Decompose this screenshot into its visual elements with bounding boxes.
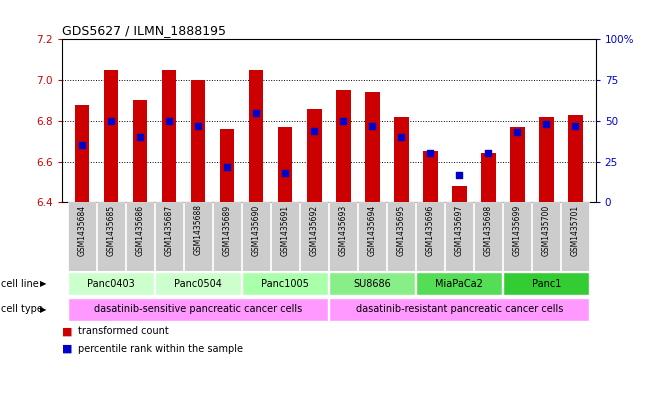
Point xyxy=(164,118,174,124)
Point xyxy=(512,129,523,136)
Bar xyxy=(336,90,350,202)
Point xyxy=(309,127,320,134)
Text: GSM1435689: GSM1435689 xyxy=(223,204,232,255)
Text: GSM1435694: GSM1435694 xyxy=(368,204,377,256)
Bar xyxy=(503,202,531,271)
Bar xyxy=(191,80,206,202)
Bar xyxy=(300,202,328,271)
Bar xyxy=(452,186,467,202)
Text: transformed count: transformed count xyxy=(78,326,169,336)
Text: dasatinib-resistant pancreatic cancer cells: dasatinib-resistant pancreatic cancer ce… xyxy=(355,305,563,314)
Bar xyxy=(329,202,357,271)
Bar xyxy=(68,272,154,296)
Point xyxy=(367,123,378,129)
Point xyxy=(338,118,348,124)
Bar xyxy=(475,202,503,271)
Text: GSM1435692: GSM1435692 xyxy=(310,204,319,255)
Bar xyxy=(394,117,409,202)
Bar xyxy=(162,70,176,202)
Bar xyxy=(539,117,553,202)
Text: cell line: cell line xyxy=(1,279,38,289)
Bar xyxy=(365,92,380,202)
Text: GSM1435685: GSM1435685 xyxy=(107,204,116,255)
Bar xyxy=(561,202,589,271)
Bar xyxy=(568,115,583,202)
Text: percentile rank within the sample: percentile rank within the sample xyxy=(78,344,243,354)
Point xyxy=(483,150,493,156)
Point xyxy=(396,134,406,140)
Bar xyxy=(503,272,589,296)
Point xyxy=(251,110,262,116)
Text: GSM1435695: GSM1435695 xyxy=(397,204,406,256)
Text: GSM1435691: GSM1435691 xyxy=(281,204,290,255)
Bar xyxy=(68,298,328,321)
Text: ▶: ▶ xyxy=(40,305,47,314)
Text: GSM1435696: GSM1435696 xyxy=(426,204,435,256)
Bar xyxy=(184,202,212,271)
Point xyxy=(425,150,436,156)
Bar xyxy=(481,154,495,202)
Text: GSM1435688: GSM1435688 xyxy=(194,204,202,255)
Bar xyxy=(329,298,589,321)
Text: GSM1435697: GSM1435697 xyxy=(455,204,464,256)
Point xyxy=(106,118,117,124)
Text: GSM1435684: GSM1435684 xyxy=(77,204,87,255)
Text: GSM1435698: GSM1435698 xyxy=(484,204,493,255)
Bar xyxy=(423,151,437,202)
Text: GSM1435686: GSM1435686 xyxy=(135,204,145,255)
Bar xyxy=(510,127,525,202)
Bar xyxy=(126,202,154,271)
Bar xyxy=(387,202,415,271)
Bar xyxy=(533,202,561,271)
Bar xyxy=(249,70,264,202)
Bar xyxy=(214,202,241,271)
Bar xyxy=(97,202,125,271)
Text: GSM1435693: GSM1435693 xyxy=(339,204,348,256)
Text: GSM1435700: GSM1435700 xyxy=(542,204,551,256)
Text: ▶: ▶ xyxy=(40,279,47,288)
Bar xyxy=(133,101,147,202)
Point xyxy=(77,142,87,149)
Text: GSM1435690: GSM1435690 xyxy=(252,204,260,256)
Bar xyxy=(417,272,503,296)
Text: MiaPaCa2: MiaPaCa2 xyxy=(436,279,483,289)
Bar xyxy=(329,272,415,296)
Point xyxy=(454,171,465,178)
Text: GSM1435701: GSM1435701 xyxy=(571,204,580,255)
Text: GDS5627 / ILMN_1888195: GDS5627 / ILMN_1888195 xyxy=(62,24,226,37)
Bar xyxy=(242,202,270,271)
Text: ■: ■ xyxy=(62,344,76,354)
Bar xyxy=(242,272,328,296)
Text: ■: ■ xyxy=(62,326,76,336)
Point xyxy=(193,123,203,129)
Bar xyxy=(104,70,118,202)
Bar xyxy=(445,202,473,271)
Point xyxy=(135,134,145,140)
Bar xyxy=(68,202,96,271)
Text: Panc0504: Panc0504 xyxy=(174,279,222,289)
Text: dasatinib-sensitive pancreatic cancer cells: dasatinib-sensitive pancreatic cancer ce… xyxy=(94,305,302,314)
Bar xyxy=(156,202,183,271)
Bar xyxy=(220,129,234,202)
Text: GSM1435699: GSM1435699 xyxy=(513,204,522,256)
Bar xyxy=(358,202,386,271)
Point xyxy=(570,123,581,129)
Text: Panc1: Panc1 xyxy=(532,279,561,289)
Bar xyxy=(271,202,299,271)
Text: SU8686: SU8686 xyxy=(353,279,391,289)
Text: GSM1435687: GSM1435687 xyxy=(165,204,174,255)
Bar xyxy=(75,105,89,202)
Bar xyxy=(417,202,444,271)
Text: Panc0403: Panc0403 xyxy=(87,279,135,289)
Point xyxy=(280,170,290,176)
Text: Panc1005: Panc1005 xyxy=(261,279,309,289)
Bar xyxy=(307,108,322,202)
Text: cell type: cell type xyxy=(1,305,42,314)
Point xyxy=(222,163,232,170)
Point xyxy=(541,121,551,127)
Bar xyxy=(278,127,292,202)
Bar xyxy=(156,272,241,296)
